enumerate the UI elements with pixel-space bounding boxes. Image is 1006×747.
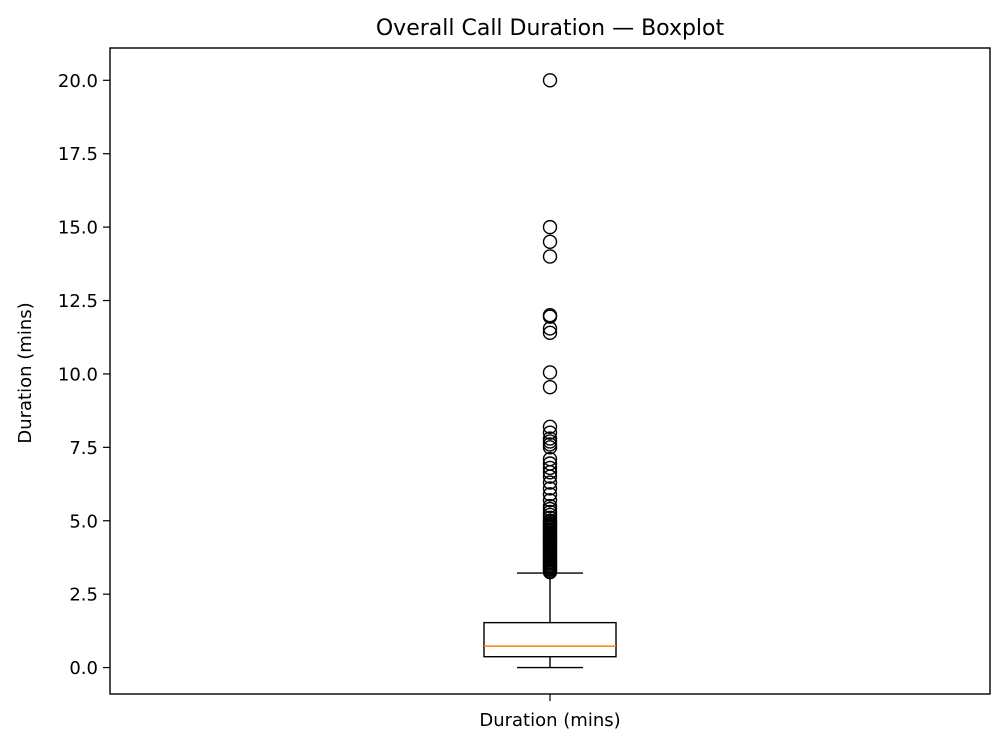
outlier-point (542, 379, 558, 395)
outlier-point (542, 234, 558, 250)
outlier-point (542, 249, 558, 264)
outlier-point (542, 481, 558, 496)
plot-frame (109, 47, 991, 695)
outlier-point (542, 308, 558, 323)
y-tick-label: 15.0 (58, 218, 98, 239)
outlier-point (542, 460, 558, 476)
y-tick-label: 0.0 (69, 658, 98, 679)
y-tick-label: 12.5 (58, 291, 98, 312)
iqr-box (483, 621, 617, 658)
outlier-point (542, 431, 558, 446)
outlier-point (542, 425, 558, 440)
y-tick-label: 10.0 (58, 364, 98, 385)
y-tick-label: 20.0 (58, 71, 98, 92)
chart-title: Overall Call Duration — Boxplot (376, 16, 725, 41)
outlier-point (542, 498, 558, 514)
outlier-points (542, 73, 558, 580)
outlier-point (542, 365, 558, 380)
outlier-point (542, 475, 558, 490)
box-elements (483, 572, 617, 669)
outlier-point (542, 451, 558, 467)
x-tick-label: Duration (mins) (479, 710, 620, 731)
outlier-point (542, 219, 558, 235)
outlier-point (542, 487, 558, 502)
y-tick-label: 5.0 (69, 511, 98, 532)
y-tick-label: 7.5 (69, 438, 98, 459)
outlier-point (542, 493, 558, 508)
axis-ticks: 0.0 2.5 5.0 7.5 10.0 12.5 15.0 17.5 20.0 Duration… (58, 71, 621, 731)
y-tick-label: 2.5 (69, 585, 98, 606)
outlier-point (542, 419, 558, 434)
outlier-point (542, 456, 558, 471)
y-tick-label: 17.5 (58, 144, 98, 165)
outlier-point (542, 73, 558, 88)
y-axis-label: Duration (mins) (15, 302, 36, 443)
outlier-point (542, 325, 558, 341)
